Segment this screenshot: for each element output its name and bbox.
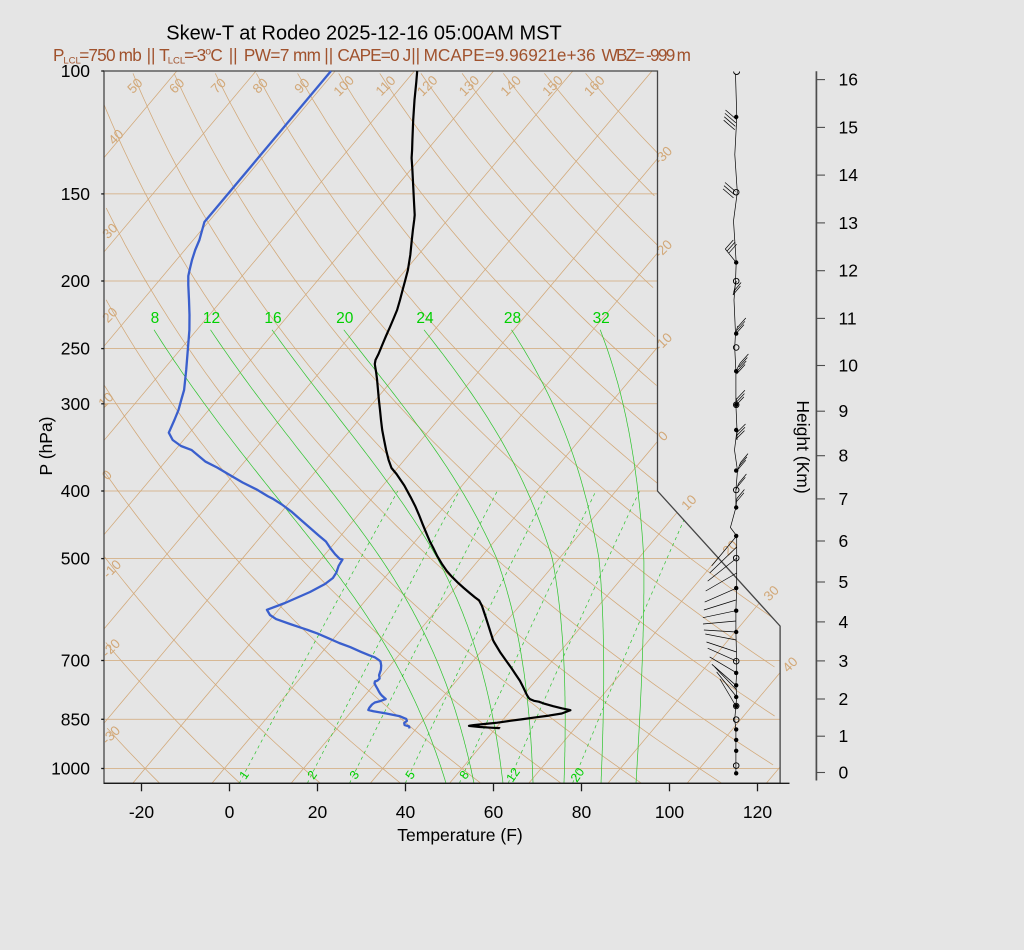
svg-text:500: 500 bbox=[61, 549, 90, 569]
svg-text:80: 80 bbox=[572, 802, 592, 822]
svg-text:-20: -20 bbox=[129, 802, 155, 822]
svg-text:10: 10 bbox=[839, 356, 859, 376]
svg-text:16: 16 bbox=[264, 310, 281, 327]
svg-text:400: 400 bbox=[61, 481, 90, 501]
svg-text:20: 20 bbox=[308, 802, 328, 822]
svg-text:60: 60 bbox=[484, 802, 504, 822]
svg-text:200: 200 bbox=[61, 271, 90, 291]
svg-text:300: 300 bbox=[61, 394, 90, 414]
svg-text:850: 850 bbox=[61, 709, 90, 729]
svg-text:24: 24 bbox=[416, 310, 434, 327]
svg-text:150: 150 bbox=[61, 184, 90, 204]
svg-text:2: 2 bbox=[839, 689, 849, 709]
svg-text:100: 100 bbox=[655, 802, 684, 822]
svg-text:0: 0 bbox=[839, 763, 849, 783]
svg-text:12: 12 bbox=[839, 261, 858, 281]
svg-text:12: 12 bbox=[203, 310, 220, 327]
svg-text:120: 120 bbox=[743, 802, 772, 822]
svg-text:1000: 1000 bbox=[51, 759, 90, 779]
svg-text:28: 28 bbox=[504, 310, 521, 327]
svg-text:5: 5 bbox=[839, 572, 849, 592]
svg-text:700: 700 bbox=[61, 651, 90, 671]
svg-text:6: 6 bbox=[839, 531, 849, 551]
svg-text:15: 15 bbox=[839, 117, 858, 137]
svg-text:32: 32 bbox=[593, 310, 610, 327]
svg-text:8: 8 bbox=[151, 310, 160, 327]
svg-text:4: 4 bbox=[839, 612, 849, 632]
svg-text:250: 250 bbox=[61, 339, 90, 359]
svg-text:14: 14 bbox=[839, 165, 859, 185]
svg-text:Temperature (F): Temperature (F) bbox=[397, 825, 522, 845]
svg-text:100: 100 bbox=[61, 61, 90, 81]
svg-text:16: 16 bbox=[839, 70, 858, 90]
svg-text:20: 20 bbox=[568, 765, 587, 784]
svg-text:40: 40 bbox=[396, 802, 416, 822]
svg-text:1: 1 bbox=[839, 726, 849, 746]
svg-text:P (hPa): P (hPa) bbox=[36, 416, 56, 475]
svg-text:PLCL=750 mb||TLCL=-3oC||PW=7 m: PLCL=750 mb || TLCL=-3oC || PW=7 mm || CAPE=0 … bbox=[53, 45, 691, 67]
svg-text:20: 20 bbox=[336, 310, 354, 327]
svg-text:11: 11 bbox=[839, 308, 857, 328]
svg-text:0: 0 bbox=[225, 802, 235, 822]
svg-text:Height (Km): Height (Km) bbox=[793, 400, 813, 493]
svg-text:12: 12 bbox=[503, 765, 522, 784]
svg-text:Skew-T at Rodeo 2025-12-16 05:: Skew-T at Rodeo 2025-12-16 05:00AM MST bbox=[166, 23, 561, 45]
svg-text:8: 8 bbox=[839, 446, 849, 466]
svg-text:3: 3 bbox=[839, 651, 849, 671]
svg-text:13: 13 bbox=[839, 213, 858, 233]
svg-text:9: 9 bbox=[839, 401, 849, 421]
svg-text:7: 7 bbox=[839, 489, 849, 509]
